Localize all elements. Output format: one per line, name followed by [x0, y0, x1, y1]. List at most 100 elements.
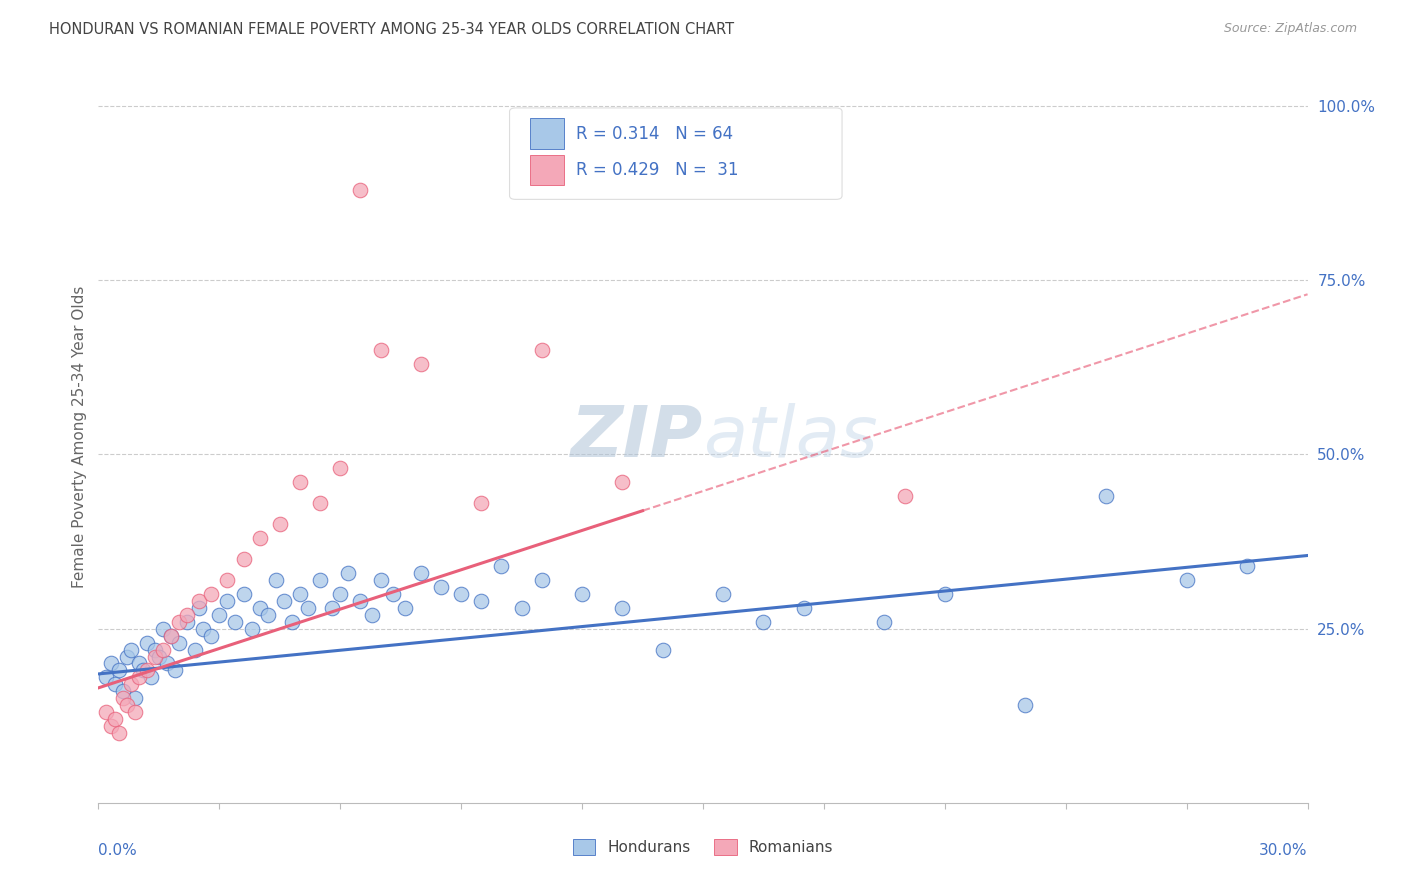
Point [934, 587, 956, 601]
Point [349, 183, 371, 197]
Point [530, 343, 553, 357]
Text: ZIP: ZIP [571, 402, 703, 472]
Point [612, 475, 634, 490]
Point [297, 600, 319, 615]
Point [409, 566, 432, 580]
Text: R = 0.314   N = 64: R = 0.314 N = 64 [576, 125, 733, 143]
Point [217, 573, 239, 587]
Point [128, 657, 150, 671]
Text: 30.0%: 30.0% [1260, 843, 1308, 858]
Point [1236, 558, 1258, 573]
Point [124, 705, 146, 719]
Point [115, 649, 138, 664]
Point [249, 600, 271, 615]
FancyBboxPatch shape [530, 118, 564, 149]
Point [711, 587, 734, 601]
Point [115, 698, 138, 713]
Point [120, 677, 142, 691]
Point [612, 600, 634, 615]
Point [321, 600, 343, 615]
Point [309, 496, 332, 510]
Point [337, 566, 360, 580]
Point [530, 573, 553, 587]
Point [873, 615, 896, 629]
Point [148, 649, 170, 664]
Point [96, 670, 118, 684]
Point [160, 629, 183, 643]
Point [152, 622, 174, 636]
Point [249, 531, 271, 545]
Point [232, 587, 254, 601]
Point [152, 642, 174, 657]
Point [167, 635, 190, 649]
Point [1095, 489, 1118, 503]
Point [163, 664, 186, 678]
Point [370, 343, 392, 357]
Point [281, 615, 304, 629]
Point [139, 670, 162, 684]
Point [232, 552, 254, 566]
Point [361, 607, 384, 622]
Point [143, 642, 166, 657]
Text: Source: ZipAtlas.com: Source: ZipAtlas.com [1223, 22, 1357, 36]
Point [217, 594, 239, 608]
Y-axis label: Female Poverty Among 25-34 Year Olds: Female Poverty Among 25-34 Year Olds [72, 286, 87, 588]
Point [240, 622, 263, 636]
Point [470, 496, 492, 510]
Point [394, 600, 416, 615]
Point [135, 635, 157, 649]
Point [103, 712, 125, 726]
Point [107, 726, 129, 740]
Point [329, 461, 352, 475]
Point [510, 600, 533, 615]
Point [264, 573, 287, 587]
Point [470, 594, 492, 608]
Point [269, 517, 291, 532]
Point [128, 670, 150, 684]
Point [752, 615, 775, 629]
Legend: Hondurans, Romanians: Hondurans, Romanians [567, 833, 839, 861]
Point [208, 607, 231, 622]
Point [176, 607, 198, 622]
Point [132, 664, 155, 678]
Point [651, 642, 673, 657]
Point [793, 600, 815, 615]
Point [349, 594, 371, 608]
Point [309, 573, 332, 587]
Point [107, 664, 129, 678]
Point [273, 594, 295, 608]
Point [224, 615, 246, 629]
Text: 0.0%: 0.0% [98, 843, 138, 858]
Point [288, 475, 311, 490]
FancyBboxPatch shape [509, 108, 842, 200]
Point [288, 587, 311, 601]
Point [103, 677, 125, 691]
Point [893, 489, 915, 503]
Point [200, 629, 222, 643]
Point [200, 587, 222, 601]
Point [450, 587, 472, 601]
Point [256, 607, 278, 622]
Point [96, 705, 118, 719]
Point [188, 594, 211, 608]
Point [176, 615, 198, 629]
Point [329, 587, 352, 601]
Point [160, 629, 183, 643]
Point [100, 719, 122, 733]
Point [1014, 698, 1036, 713]
Point [156, 657, 179, 671]
Point [135, 664, 157, 678]
Point [184, 642, 207, 657]
Text: R = 0.429   N =  31: R = 0.429 N = 31 [576, 161, 738, 179]
Point [193, 622, 215, 636]
Text: atlas: atlas [703, 402, 877, 472]
Point [430, 580, 453, 594]
Point [124, 691, 146, 706]
Point [381, 587, 404, 601]
Point [120, 642, 142, 657]
Point [143, 649, 166, 664]
Point [1175, 573, 1198, 587]
Point [111, 684, 134, 698]
Point [188, 600, 211, 615]
Point [491, 558, 513, 573]
